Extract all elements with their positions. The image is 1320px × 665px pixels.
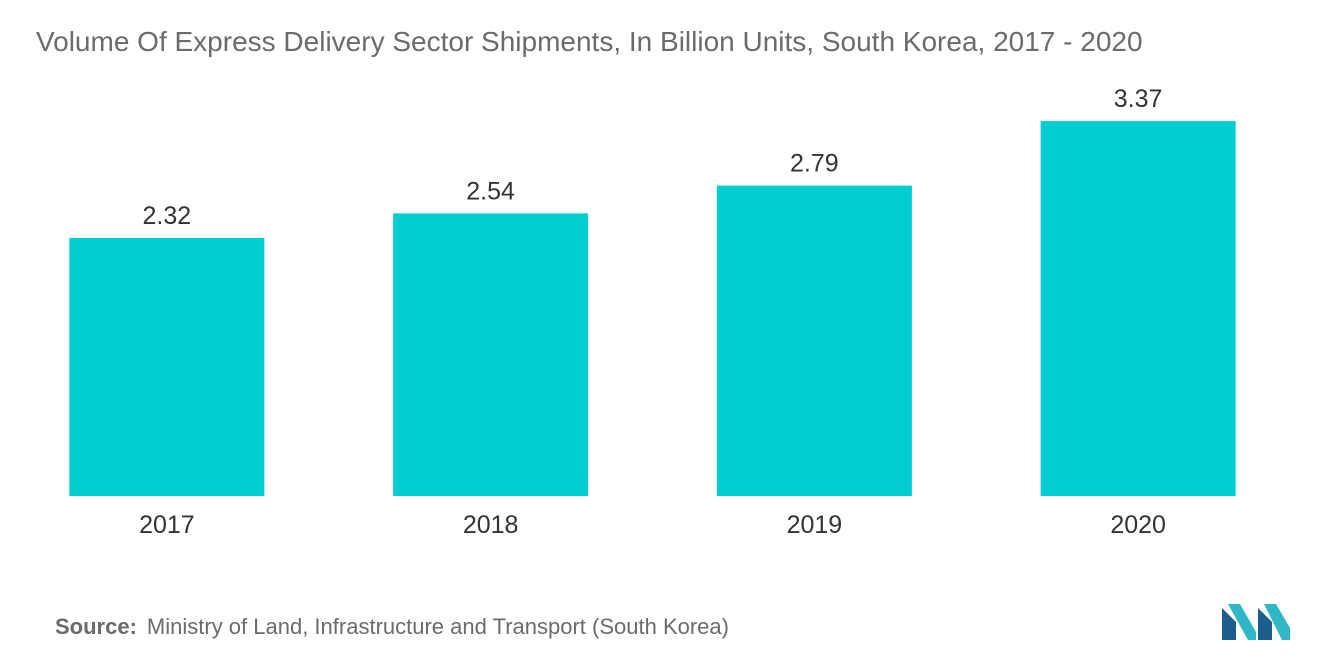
value-label-2017: 2.32	[143, 202, 192, 230]
company-logo	[1222, 604, 1290, 640]
value-label-2019: 2.79	[790, 150, 839, 178]
bar-2018	[393, 213, 589, 497]
chart-title: Volume Of Express Delivery Sector Shipme…	[36, 26, 1143, 57]
x-tick-label-2018: 2018	[463, 511, 519, 539]
source-label: Source:	[55, 614, 137, 639]
x-tick-label-2017: 2017	[139, 511, 195, 539]
bar-chart: 2.32 2017 2.54 2018 2.79 2019 3.37 2020	[69, 85, 1236, 539]
bar-2017	[69, 237, 265, 496]
source-text: Ministry of Land, Infrastructure and Tra…	[146, 614, 729, 639]
x-tick-label-2020: 2020	[1110, 511, 1166, 539]
bar-2020	[1040, 121, 1236, 497]
value-label-2018: 2.54	[466, 177, 515, 205]
logo-shape-left	[1222, 608, 1236, 640]
source-note: Source: Ministry of Land, Infrastructure …	[55, 612, 729, 642]
logo-shape-right-b	[1264, 604, 1290, 640]
x-tick-label-2019: 2019	[787, 511, 843, 539]
logo-shape-mid	[1228, 604, 1256, 640]
logo-shape-right-a	[1258, 608, 1272, 640]
value-label-2020: 3.37	[1114, 85, 1163, 113]
bar-2019	[716, 185, 912, 497]
